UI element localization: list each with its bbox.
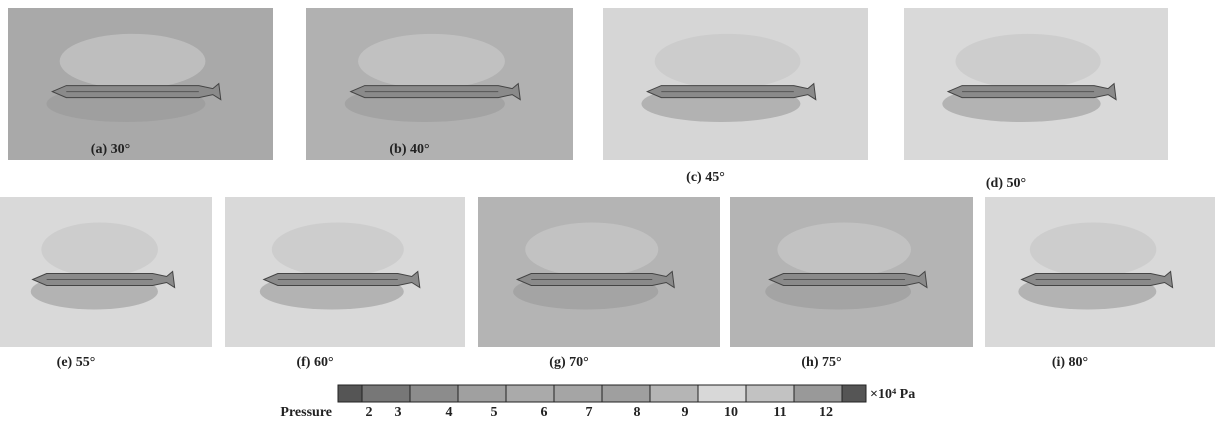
- panel-caption: (i) 80°: [1052, 355, 1088, 370]
- figure-svg: (a) 30° (b) 40° (c) 45° (d) 50° (e) 55° (f) 6…: [0, 0, 1223, 423]
- colorbar: ×10⁴ Pa Pressure 2 3 4 5 6 7 8 9 10 11 12: [280, 385, 915, 420]
- colorbar-unit: ×10⁴ Pa: [870, 387, 915, 402]
- panel: (a) 30°: [8, 8, 273, 160]
- colorbar-tick-label: 11: [773, 405, 786, 420]
- colorbar-cell: [338, 385, 362, 402]
- figure: (a) 30° (b) 40° (c) 45° (d) 50° (e) 55° (f) 6…: [0, 0, 1223, 423]
- pressure-plume: [777, 223, 911, 277]
- pressure-plume: [1030, 223, 1157, 277]
- colorbar-tick-label: 9: [682, 405, 689, 420]
- panel: (f) 60°: [225, 197, 465, 370]
- panel: (i) 80°: [985, 197, 1215, 370]
- pressure-plume: [525, 223, 658, 277]
- colorbar-tick-label: 12: [819, 405, 833, 420]
- panel-caption: (h) 75°: [801, 355, 841, 370]
- panels: (a) 30° (b) 40° (c) 45° (d) 50° (e) 55° (f) 6…: [0, 8, 1215, 370]
- pressure-plume: [955, 34, 1100, 89]
- panel: (b) 40°: [306, 8, 573, 160]
- colorbar-tick-label: 3: [395, 405, 402, 420]
- pressure-plume: [60, 34, 206, 89]
- panel-caption: (g) 70°: [549, 355, 588, 370]
- colorbar-cell: [746, 385, 794, 402]
- panel-caption: (b) 40°: [389, 142, 429, 157]
- pressure-plume: [655, 34, 801, 89]
- panel-caption: (e) 55°: [57, 355, 96, 370]
- colorbar-tick-label: 2: [366, 405, 373, 420]
- colorbar-tick-label: 5: [491, 405, 498, 420]
- colorbar-tick-label: 4: [446, 405, 453, 420]
- panel: (d) 50°: [904, 8, 1168, 191]
- pressure-plume: [41, 223, 158, 277]
- colorbar-label: Pressure: [280, 405, 332, 420]
- colorbar-cell: [362, 385, 410, 402]
- panel-caption: (d) 50°: [986, 176, 1026, 191]
- pressure-plume: [272, 223, 404, 277]
- colorbar-cell: [506, 385, 554, 402]
- colorbar-cell: [650, 385, 698, 402]
- colorbar-tick-label: 10: [724, 405, 738, 420]
- colorbar-cell: [698, 385, 746, 402]
- colorbar-cell: [458, 385, 506, 402]
- colorbar-tick-label: 6: [541, 405, 548, 420]
- panel: (h) 75°: [730, 197, 973, 370]
- colorbar-tick-label: 8: [634, 405, 641, 420]
- panel-caption: (f) 60°: [296, 355, 333, 370]
- colorbar-cell: [554, 385, 602, 402]
- colorbar-tick-label: 7: [586, 405, 593, 420]
- panel: (c) 45°: [603, 8, 868, 185]
- panel-caption: (c) 45°: [686, 170, 725, 185]
- colorbar-cell: [602, 385, 650, 402]
- colorbar-cell: [410, 385, 458, 402]
- panel-caption: (a) 30°: [91, 142, 130, 157]
- pressure-plume: [358, 34, 505, 89]
- panel: (g) 70°: [478, 197, 720, 370]
- colorbar-cell: [842, 385, 866, 402]
- colorbar-cell: [794, 385, 842, 402]
- panel: (e) 55°: [0, 197, 212, 370]
